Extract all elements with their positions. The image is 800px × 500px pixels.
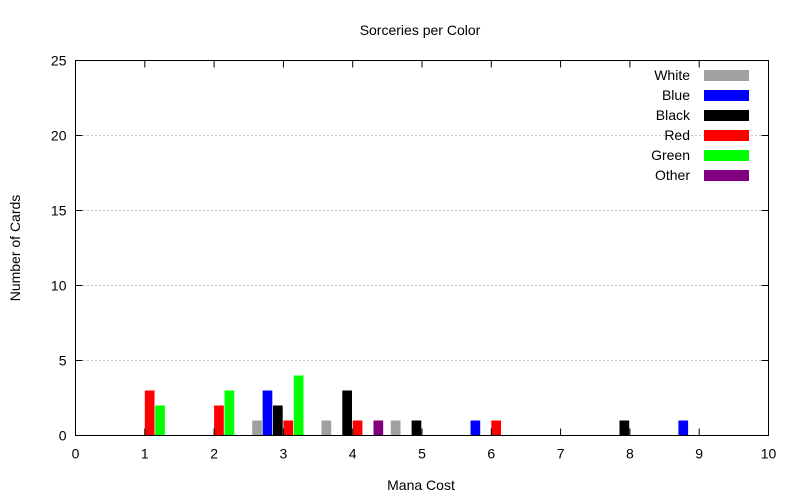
bar-black: [411, 420, 422, 436]
x-axis-label: Mana Cost: [387, 477, 455, 493]
legend-swatch-red: [704, 130, 749, 141]
x-tick-label: 2: [210, 446, 218, 462]
x-tick-label: 1: [141, 446, 149, 462]
bar-blue: [678, 420, 689, 436]
legend: White Blue Black Red Green Other: [651, 67, 749, 183]
x-tick-label: 3: [280, 446, 288, 462]
x-tick-label: 0: [72, 446, 80, 462]
bar-white: [252, 420, 262, 436]
axis-ticks: 0 5 10 15 20 25 0 1 2 3 4 5 6 7 8 9 10: [51, 53, 777, 462]
bar-red: [491, 420, 502, 436]
y-tick-label: 15: [51, 203, 67, 219]
legend-label-blue: Blue: [662, 87, 690, 103]
legend-label-other: Other: [655, 167, 690, 183]
y-tick-label: 10: [51, 278, 67, 294]
bar-black: [342, 390, 353, 436]
x-tick-label: 5: [418, 446, 426, 462]
legend-swatch-white: [704, 70, 749, 81]
bar-green: [224, 390, 235, 436]
x-tick-label: 7: [557, 446, 565, 462]
bar-green: [155, 405, 165, 436]
legend-label-red: Red: [664, 127, 690, 143]
bar-red: [352, 420, 363, 436]
legend-label-white: White: [654, 67, 690, 83]
y-tick-label: 25: [51, 53, 67, 69]
legend-swatch-blue: [704, 90, 749, 101]
legend-swatch-black: [704, 110, 749, 121]
x-tick-label: 6: [487, 446, 495, 462]
y-tick-label: 5: [59, 353, 67, 369]
y-tick-label: 20: [51, 128, 67, 144]
x-tick-label: 8: [626, 446, 634, 462]
bar-green: [293, 375, 304, 436]
plot-frame: [75, 60, 769, 436]
bar-white: [321, 420, 332, 436]
legend-swatch-green: [704, 150, 749, 161]
legend-swatch-other: [704, 170, 749, 181]
bar-red: [144, 390, 155, 436]
x-tick-label: 4: [349, 446, 357, 462]
bar-black: [619, 420, 630, 436]
bar-white: [390, 420, 401, 436]
bar-blue: [262, 390, 273, 436]
bars: [144, 375, 689, 436]
x-tick-label: 9: [695, 446, 703, 462]
x-tick-label: 10: [761, 446, 777, 462]
bar-black: [273, 405, 283, 436]
bar-blue: [470, 420, 481, 436]
legend-label-green: Green: [651, 147, 690, 163]
legend-label-black: Black: [656, 107, 691, 123]
bar-red: [283, 420, 294, 436]
bar-other: [373, 420, 384, 436]
bar-red: [214, 405, 224, 436]
chart-title: Sorceries per Color: [360, 22, 481, 38]
y-axis-label: Number of Cards: [7, 195, 23, 302]
y-tick-label: 0: [59, 428, 67, 444]
